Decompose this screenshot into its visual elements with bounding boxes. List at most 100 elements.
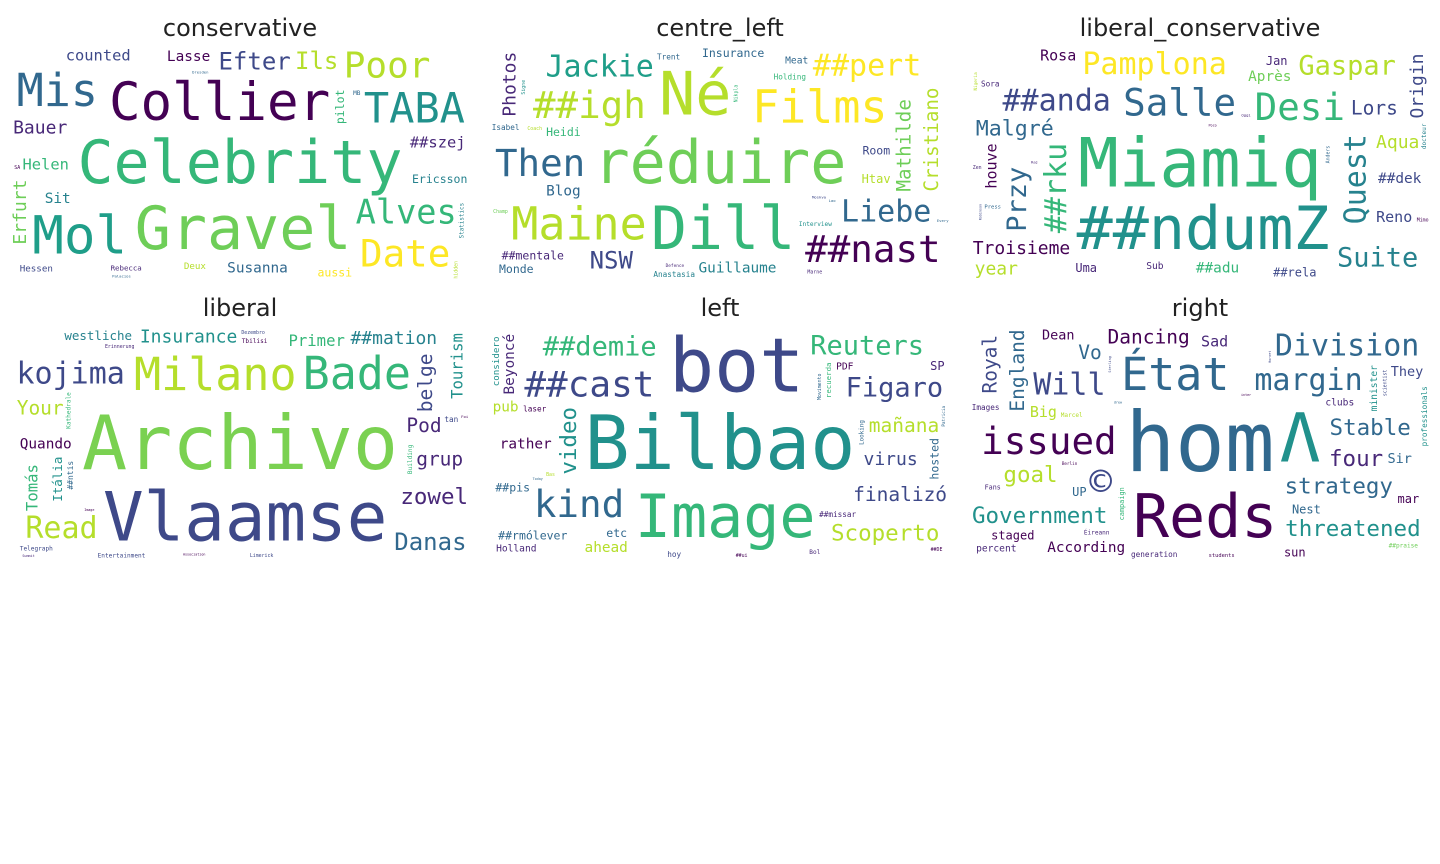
cloud-word: Sad (1201, 332, 1228, 350)
cloud-word: docteur (1421, 123, 1428, 149)
cloud-word: Dill (651, 194, 796, 264)
cloud-word: Read (25, 511, 97, 546)
cloud-word: Signe (521, 80, 527, 95)
cloud-word: Government (972, 503, 1107, 529)
wordcloud-panel-centre-left: centre_left réduire Dill Né Films Maine ##igh… (490, 10, 950, 280)
cloud-word: Deux (184, 261, 207, 272)
cloud-word: Suite (1337, 242, 1418, 273)
cloud-word: Troisieme (973, 238, 1071, 259)
cloud-word: According (1047, 540, 1125, 556)
cloud-word: Room (862, 143, 890, 157)
cloud-word: Tbilisi (242, 338, 268, 345)
cloud-word: Your (17, 397, 64, 420)
cloud-word: Insurance (140, 327, 238, 348)
cloud-word: Poor (344, 46, 431, 87)
cloud-word: Fans (985, 484, 1001, 492)
cloud-word: ##missar (819, 510, 856, 519)
cloud-word: Blog (546, 184, 581, 200)
cloud-word: Après (1248, 69, 1291, 85)
cloud-word: Zen (973, 165, 982, 171)
cloud-word: campaign (1118, 487, 1126, 520)
cloud-word: etc (606, 526, 627, 540)
cloud-word: goal (1003, 462, 1057, 488)
cloud-word: Ericsson (412, 172, 467, 186)
cloud-word: Heidi (546, 125, 581, 139)
cloud-word: pilot (333, 89, 347, 124)
cloud-word: Λ (1280, 398, 1321, 477)
cloud-word: ##demie (543, 331, 657, 362)
cloud-word: Summit (22, 554, 34, 558)
cloud-word: ##praise (1389, 543, 1419, 550)
cloud-word: Kathedrale (66, 392, 73, 429)
cloud-word: Sit (45, 191, 71, 207)
cloud-word: aussi (317, 265, 352, 279)
word-cloud: Archivo Vlaamse Milano Bade kojima Read Danas I… (10, 326, 470, 560)
cloud-word: Éireann (1084, 527, 1110, 536)
cloud-word: tan (444, 415, 458, 424)
cloud-word: Hessen (20, 263, 53, 274)
cloud-word: ahead (585, 540, 628, 556)
cloud-word: Scoperto (831, 521, 939, 547)
cloud-word: They (1391, 364, 1424, 380)
cloud-word: mañana (869, 414, 939, 437)
cloud-word: Helen (23, 155, 69, 173)
cloud-word: pub (493, 399, 519, 415)
cloud-word: Big (1030, 403, 1057, 421)
cloud-word: video (556, 407, 582, 475)
cloud-word: Maine (511, 197, 646, 250)
cloud-word: hom (1125, 395, 1274, 491)
panel-title: liberal_conservative (1079, 14, 1321, 42)
cloud-word: ##rmólever (498, 528, 567, 542)
cloud-word: ##ndumZ (1077, 194, 1330, 264)
cloud-word: Nikpla (734, 85, 740, 103)
cloud-word: Htav (862, 172, 891, 186)
cloud-word: houve (982, 143, 1000, 188)
cloud-word: year (975, 258, 1019, 279)
cloud-word: strategy (1285, 474, 1393, 500)
cloud-word: Image (635, 482, 816, 552)
cloud-word: ##mation (350, 328, 437, 349)
cloud-word: Vlaamse (103, 477, 387, 556)
cloud-word: staged (991, 528, 1034, 542)
cloud-word: Isabel (492, 123, 520, 132)
cloud-word: MB (353, 90, 361, 97)
cloud-word: Royal (979, 335, 1002, 394)
cloud-word: Lors (1351, 97, 1398, 120)
cloud-word: TABA (364, 84, 465, 133)
panel-title: right (1171, 294, 1229, 322)
cloud-word: ##pert (813, 49, 921, 84)
cloud-word: Reno (1376, 208, 1412, 226)
cloud-word: Statistics (460, 203, 466, 238)
cloud-word: recuerda (824, 362, 833, 398)
cloud-word: Oggi (1241, 112, 1251, 117)
cloud-word: Lao (829, 198, 837, 203)
cloud-word: Sub (1146, 261, 1164, 272)
cloud-word: Meat (785, 56, 808, 67)
cloud-word: Date (360, 232, 450, 276)
cloud-word: Miamiq (1078, 124, 1322, 203)
cloud-word: Patricia (941, 406, 947, 427)
cloud-word: Quest (1339, 134, 1374, 224)
cloud-word: laser (523, 405, 547, 414)
cloud-word: Dezembro (241, 330, 265, 336)
cloud-word: SA (14, 165, 20, 171)
cloud-word: Hornet (1268, 351, 1272, 363)
cloud-word: Cristiano (920, 88, 943, 192)
cloud-word: Then (495, 141, 585, 185)
cloud-word: Will (1033, 368, 1105, 403)
cloud-word: clubs (1325, 398, 1354, 409)
cloud-word: Telegraph (20, 545, 53, 552)
cloud-word: Danas (394, 528, 466, 556)
cloud-word: Anders (1325, 146, 1331, 164)
cloud-word: Origin (1407, 53, 1428, 118)
cloud-word: Entertainment (98, 552, 146, 559)
cloud-word: percent (976, 543, 1016, 554)
cloud-word: Today (533, 477, 543, 481)
cloud-word: Tourism (448, 333, 466, 399)
cloud-word: Palacios (112, 273, 131, 278)
cloud-word: Photos (500, 52, 521, 117)
cloud-word: hoy (667, 550, 681, 559)
cloud-word: Guillaume (699, 260, 777, 276)
